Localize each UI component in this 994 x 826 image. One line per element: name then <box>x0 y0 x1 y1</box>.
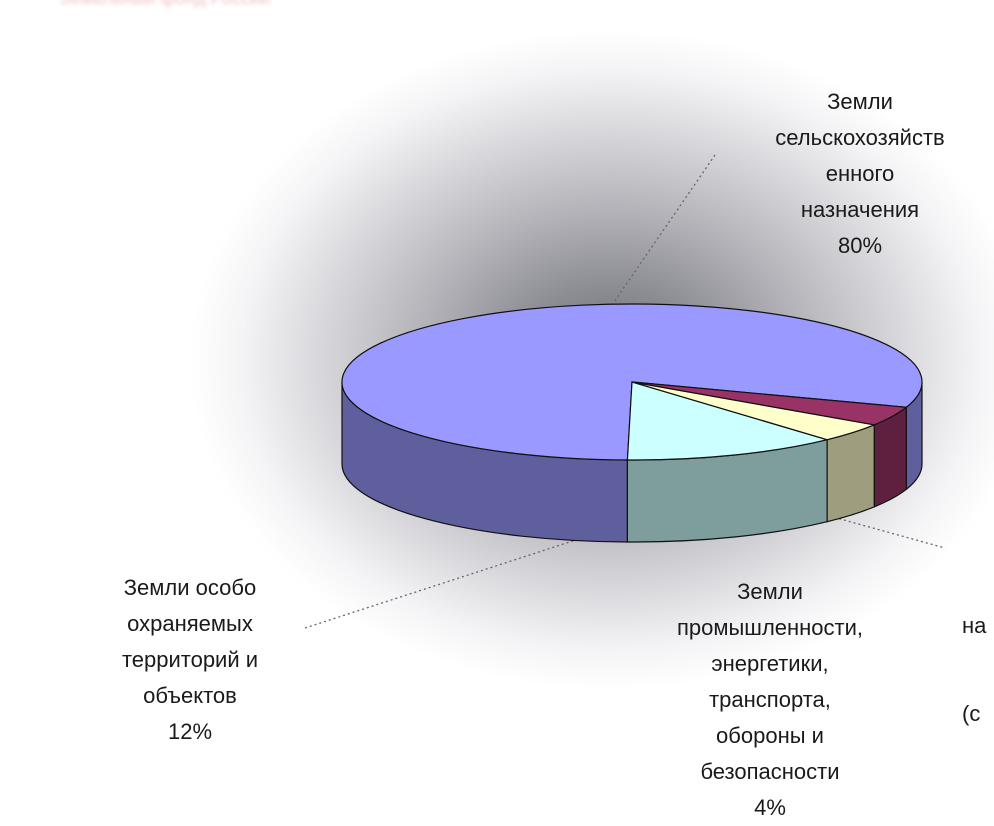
pie-top <box>341 303 923 461</box>
slice-label-other-cropped: на (с <box>962 613 987 726</box>
leader-line-agri <box>611 154 716 306</box>
pie-chart <box>304 154 946 629</box>
slice-label-agricultural: Земли сельскохозяйств енного назначения 8… <box>775 89 945 258</box>
blurred-title: Земельный фонд России <box>60 0 580 8</box>
slice-label-protected: Земли особо охраняемых территорий и объе… <box>121 575 259 744</box>
pie-side-2 <box>826 423 875 523</box>
title-strip: Земельный фонд России <box>0 0 994 22</box>
leader-line-protected <box>304 536 586 629</box>
pie-sides <box>341 381 923 543</box>
pie-slice-1 <box>626 381 830 461</box>
pie-slice-3 <box>631 381 908 426</box>
leader-lines <box>304 154 946 629</box>
slice-label-industry: Земли промышленности, энергетики, трансп… <box>676 579 864 820</box>
